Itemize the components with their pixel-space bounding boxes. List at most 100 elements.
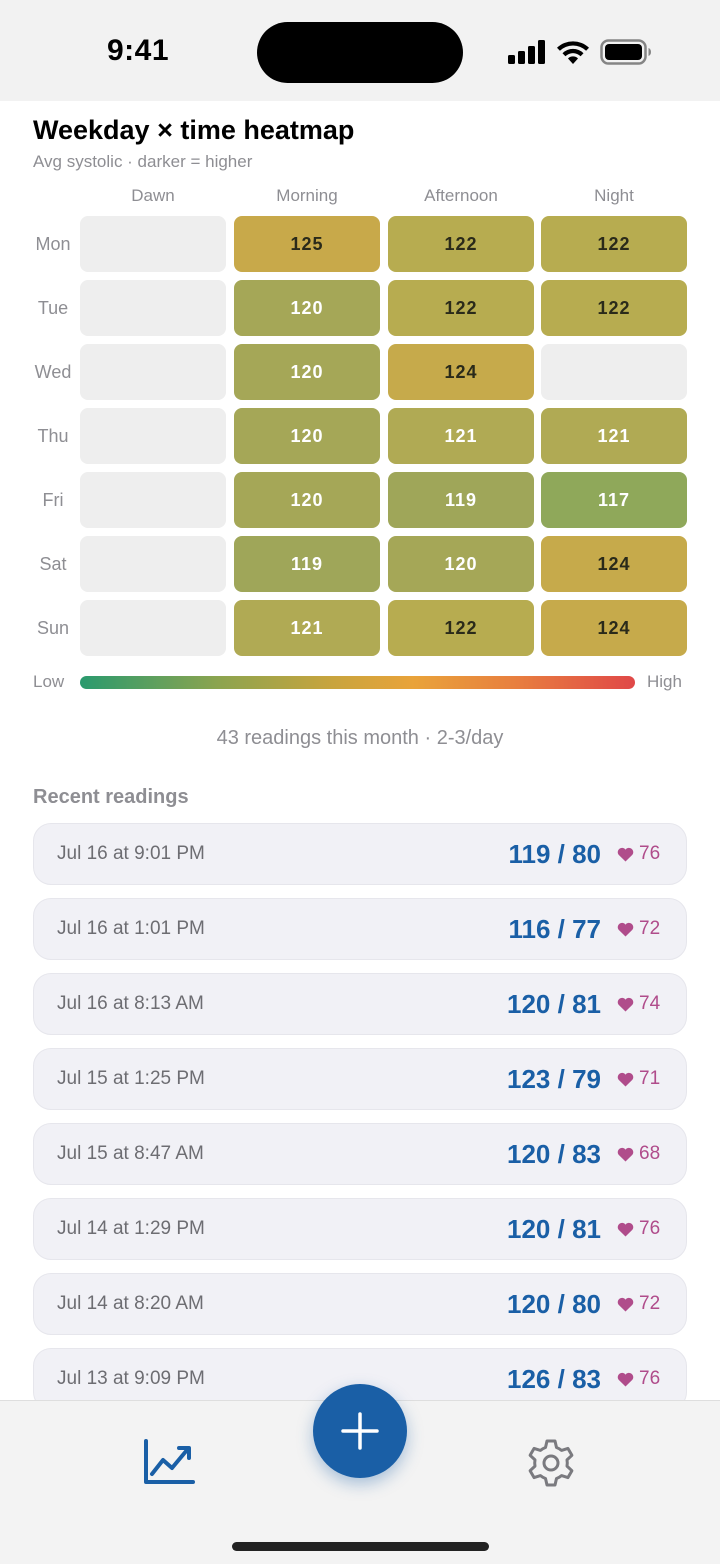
reading-date: Jul 15 at 8:47 AM: [57, 1143, 204, 1164]
column-header-dawn: Dawn: [131, 186, 175, 205]
reading-blood-pressure: 126 / 83: [507, 1364, 601, 1394]
heatmap-cell: 122: [541, 280, 687, 336]
legend-low-label: Low: [33, 672, 65, 691]
heatmap-cell: 120: [388, 536, 534, 592]
row-label-6: Sun: [36, 618, 70, 638]
heatmap-cell: [80, 536, 226, 592]
heatmap-cell: 119: [388, 472, 534, 528]
row-label-3: Thu: [37, 426, 69, 446]
reading-row[interactable]: Jul 16 at 1:01 PM 116 / 77 72: [33, 898, 687, 960]
reading-blood-pressure: 120 / 80: [507, 1289, 601, 1319]
heart-icon: [617, 997, 634, 1011]
heart-rate-value: 72: [639, 1293, 661, 1314]
reading-heart-rate: 74: [617, 993, 660, 1015]
reading-blood-pressure: 120 / 81: [507, 1214, 601, 1244]
row-label-1: Tue: [37, 298, 69, 318]
reading-blood-pressure: 120 / 81: [507, 989, 601, 1019]
heatmap-cell: 120: [234, 472, 380, 528]
reading-date: Jul 13 at 9:09 PM: [57, 1368, 205, 1389]
heatmap-cell: 124: [541, 536, 687, 592]
reading-row[interactable]: Jul 15 at 8:47 AM 120 / 83 68: [33, 1123, 687, 1185]
reading-date: Jul 15 at 1:25 PM: [57, 1068, 205, 1089]
reading-blood-pressure: 120 / 83: [507, 1139, 601, 1169]
heatmap-cell: 120: [234, 408, 380, 464]
gear-icon[interactable]: [526, 1438, 576, 1488]
status-icons: [508, 36, 652, 68]
heatmap-cell: 117: [541, 472, 687, 528]
chart-trend-icon[interactable]: [143, 1439, 195, 1485]
heatmap-subtitle: Avg systolic · darker = higher: [33, 152, 253, 171]
legend-gradient-bar: [80, 676, 635, 689]
reading-heart-rate: 76: [617, 1218, 660, 1240]
heatmap-cell: 122: [388, 280, 534, 336]
heatmap-cell: 122: [388, 216, 534, 272]
home-indicator: [232, 1542, 489, 1551]
reading-date: Jul 14 at 1:29 PM: [57, 1218, 205, 1239]
heart-rate-value: 76: [639, 843, 661, 864]
dynamic-island: [257, 22, 463, 83]
reading-heart-rate: 76: [617, 843, 660, 865]
row-label-4: Fri: [42, 490, 64, 510]
heatmap-title: Weekday × time heatmap: [33, 115, 355, 145]
heatmap-cell: 124: [388, 344, 534, 400]
heatmap-cell: [541, 344, 687, 400]
reading-heart-rate: 76: [617, 1368, 660, 1390]
heatmap-cell: [80, 344, 226, 400]
readings-summary: 43 readings this month · 2-3/day: [216, 727, 504, 749]
reading-row[interactable]: Jul 13 at 9:09 PM 126 / 83 76: [33, 1348, 687, 1400]
heatmap-cell: 121: [541, 408, 687, 464]
heatmap-cell: [80, 216, 226, 272]
heart-rate-value: 68: [639, 1143, 661, 1164]
heart-icon: [617, 1297, 634, 1311]
column-header-morning: Morning: [276, 186, 338, 205]
status-bar: 9:41: [0, 0, 720, 101]
heatmap-cell: [80, 600, 226, 656]
reading-row[interactable]: Jul 14 at 1:29 PM 120 / 81 76: [33, 1198, 687, 1260]
heart-rate-value: 76: [639, 1218, 661, 1239]
column-header-night: Night: [594, 186, 634, 205]
heart-icon: [617, 1372, 634, 1386]
reading-row[interactable]: Jul 16 at 8:13 AM 120 / 81 74: [33, 973, 687, 1035]
reading-row[interactable]: Jul 14 at 8:20 AM 120 / 80 72: [33, 1273, 687, 1335]
row-label-5: Sat: [39, 554, 67, 574]
heart-rate-value: 72: [639, 918, 661, 939]
reading-blood-pressure: 123 / 79: [507, 1064, 601, 1094]
heart-icon: [617, 1147, 634, 1161]
heart-icon: [617, 847, 634, 861]
heart-icon: [617, 922, 634, 936]
cellular-signal-icon: [508, 40, 545, 64]
reading-row[interactable]: Jul 15 at 1:25 PM 123 / 79 71: [33, 1048, 687, 1110]
heatmap-cell: 120: [234, 280, 380, 336]
heatmap-cell: 119: [234, 536, 380, 592]
reading-date: Jul 14 at 8:20 AM: [57, 1293, 204, 1314]
heart-rate-value: 74: [639, 993, 661, 1014]
heart-rate-value: 71: [639, 1068, 661, 1089]
reading-date: Jul 16 at 8:13 AM: [57, 993, 204, 1014]
wifi-icon: [557, 40, 589, 64]
heatmap-cell: [80, 472, 226, 528]
reading-heart-rate: 72: [617, 918, 660, 940]
plus-icon: [341, 1412, 379, 1450]
main-content[interactable]: Weekday × time heatmap Avg systolic · da…: [0, 101, 720, 1400]
row-label-2: Wed: [34, 362, 72, 382]
reading-date: Jul 16 at 1:01 PM: [57, 918, 205, 939]
heart-icon: [617, 1222, 634, 1236]
heatmap-cell: 120: [234, 344, 380, 400]
heatmap-cell: 122: [541, 216, 687, 272]
row-label-0: Mon: [35, 234, 71, 254]
heatmap-cell: [80, 408, 226, 464]
battery-icon: [600, 39, 651, 65]
reading-row[interactable]: Jul 16 at 9:01 PM 119 / 80 76: [33, 823, 687, 885]
recent-readings-title: Recent readings: [33, 786, 189, 808]
reading-heart-rate: 72: [617, 1293, 660, 1315]
legend-high-label: High: [647, 672, 682, 691]
heatmap-cell: 121: [234, 600, 380, 656]
reading-date: Jul 16 at 9:01 PM: [57, 843, 205, 864]
add-reading-button[interactable]: [313, 1384, 407, 1478]
reading-heart-rate: 68: [617, 1143, 660, 1165]
status-time: 9:41: [107, 34, 170, 67]
heatmap-cell: 121: [388, 408, 534, 464]
heart-rate-value: 76: [639, 1368, 661, 1389]
heatmap-cell: 122: [388, 600, 534, 656]
column-header-afternoon: Afternoon: [424, 186, 498, 205]
